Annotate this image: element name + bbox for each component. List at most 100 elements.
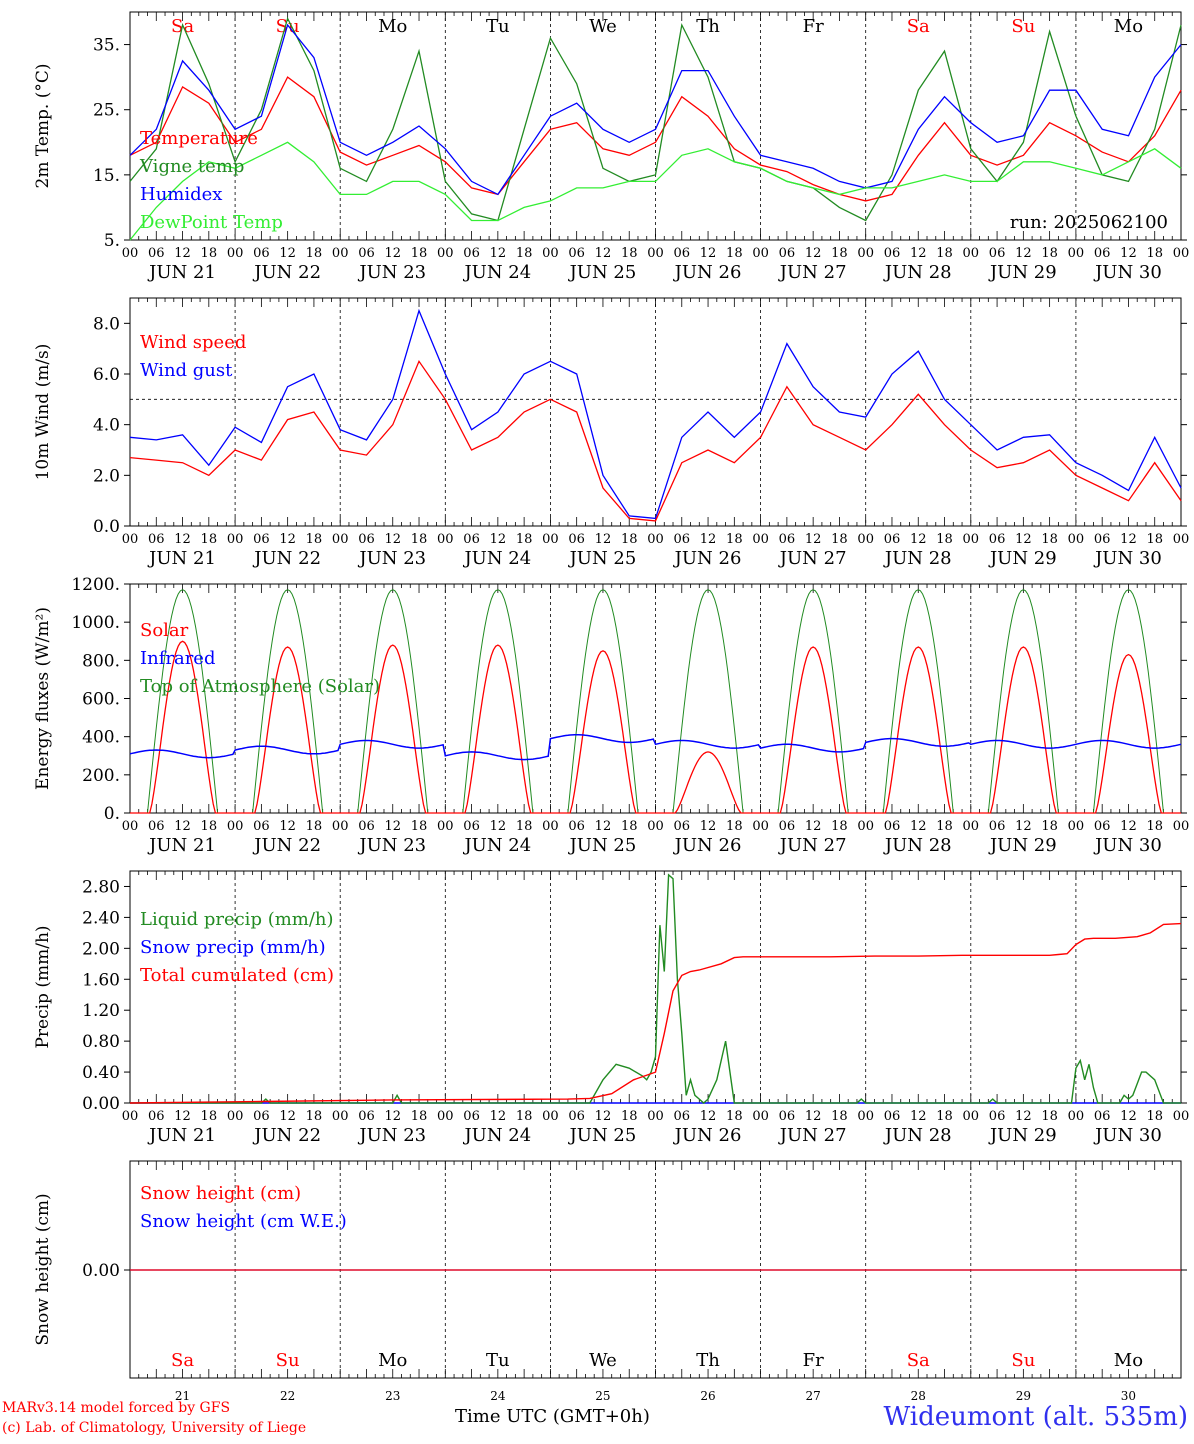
day-number: 27	[806, 1389, 821, 1403]
hour-label: 00	[122, 819, 139, 834]
hour-label: 18	[621, 532, 638, 547]
date-label: JUN 28	[883, 548, 952, 569]
day-label: Fr	[803, 1350, 824, 1371]
day-number: 23	[385, 1389, 400, 1403]
hour-label: 18	[831, 1109, 848, 1124]
hour-label: 18	[936, 1109, 953, 1124]
hour-label: 12	[1015, 1109, 1032, 1124]
hour-label: 00	[1173, 819, 1190, 834]
hour-label: 06	[1094, 532, 1111, 547]
hour-label: 06	[1094, 819, 1111, 834]
hour-label: 12	[910, 819, 927, 834]
hour-label: 12	[805, 246, 822, 261]
y-axis-label: Snow height (cm)	[33, 1193, 53, 1345]
hour-label: 06	[568, 246, 585, 261]
hour-label: 12	[805, 819, 822, 834]
hour-label: 18	[726, 532, 743, 547]
date-label: JUN 28	[883, 1125, 952, 1146]
y-tick-label: 0.40	[82, 1063, 120, 1083]
hour-label: 00	[1173, 532, 1190, 547]
hour-label: 12	[490, 819, 507, 834]
date-label: JUN 21	[147, 1125, 216, 1146]
date-label: JUN 29	[988, 835, 1057, 856]
day-number: 28	[911, 1389, 926, 1403]
series-line	[129, 23, 1182, 196]
date-label: JUN 29	[988, 262, 1057, 283]
hour-label: 18	[621, 246, 638, 261]
hour-label: 12	[910, 532, 927, 547]
hour-label: 12	[384, 1109, 401, 1124]
solar-line	[130, 640, 1181, 814]
hour-label: 00	[332, 246, 349, 261]
hour-label: 18	[726, 819, 743, 834]
hour-label: 00	[857, 1109, 874, 1124]
hour-label: 00	[542, 532, 559, 547]
y-axis-label: Energy fluxes (W/m²)	[33, 607, 53, 790]
day-label: Sa	[907, 1350, 930, 1371]
hour-label: 12	[700, 532, 717, 547]
y-tick-label: 5.	[104, 231, 120, 251]
hour-label: 00	[332, 819, 349, 834]
station-name: Wideumont (alt. 535m)	[883, 1402, 1188, 1432]
series-line	[129, 16, 1182, 222]
day-label: Mo	[378, 16, 407, 37]
date-label: JUN 24	[462, 1125, 531, 1146]
hour-label: 06	[989, 246, 1006, 261]
hour-label: 18	[726, 1109, 743, 1124]
series-line	[129, 141, 1182, 241]
day-label: Sa	[171, 1350, 194, 1371]
date-label: JUN 21	[147, 262, 216, 283]
run-label: run: 2025062100	[1010, 212, 1168, 233]
day-number: 30	[1121, 1389, 1136, 1403]
y-tick-label: 0.80	[82, 1032, 120, 1052]
hour-label: 12	[595, 1109, 612, 1124]
y-tick-label: 6.0	[93, 365, 120, 385]
hour-label: 12	[1015, 246, 1032, 261]
y-axis-label: Precip (mm/h)	[33, 925, 53, 1048]
legend-entry: Solar	[140, 620, 189, 641]
hour-label: 00	[1068, 532, 1085, 547]
hour-label: 18	[516, 819, 533, 834]
date-label: JUN 27	[778, 1125, 847, 1146]
date-label: JUN 29	[988, 548, 1057, 569]
series-line	[129, 922, 1182, 1104]
hour-label: 00	[857, 819, 874, 834]
hour-label: 06	[1094, 246, 1111, 261]
legend-entry: Humidex	[140, 184, 222, 205]
hour-label: 00	[752, 246, 769, 261]
legend-entry: Snow precip (mm/h)	[140, 937, 326, 958]
date-label: JUN 23	[357, 262, 426, 283]
hour-label: 00	[1173, 246, 1190, 261]
hour-label: 00	[1068, 246, 1085, 261]
date-label: JUN 25	[568, 835, 637, 856]
hour-label: 18	[201, 532, 218, 547]
legend-entry: Top of Atmosphere (Solar)	[140, 676, 380, 697]
hour-label: 18	[306, 532, 323, 547]
hour-label: 12	[595, 246, 612, 261]
hour-label: 12	[1120, 1109, 1137, 1124]
hour-label: 06	[358, 819, 375, 834]
day-label: Mo	[1114, 1350, 1143, 1371]
hour-label: 12	[174, 246, 191, 261]
hour-label: 06	[779, 532, 796, 547]
hour-label: 12	[1120, 246, 1137, 261]
date-label: JUN 30	[1093, 548, 1162, 569]
hour-label: 06	[463, 532, 480, 547]
hour-label: 00	[542, 819, 559, 834]
hour-label: 18	[831, 246, 848, 261]
y-tick-label: 200.	[82, 766, 120, 786]
hour-label: 18	[306, 819, 323, 834]
date-label: JUN 24	[462, 835, 531, 856]
date-label: JUN 22	[252, 835, 321, 856]
hour-label: 00	[857, 532, 874, 547]
hour-label: 06	[463, 246, 480, 261]
hour-label: 18	[831, 819, 848, 834]
infrared-line	[129, 734, 1182, 761]
hour-label: 18	[831, 532, 848, 547]
hour-label: 12	[910, 1109, 927, 1124]
y-tick-label: 1200.	[71, 575, 120, 595]
y-tick-label: 2.00	[82, 939, 120, 959]
y-tick-label: 800.	[82, 651, 120, 671]
